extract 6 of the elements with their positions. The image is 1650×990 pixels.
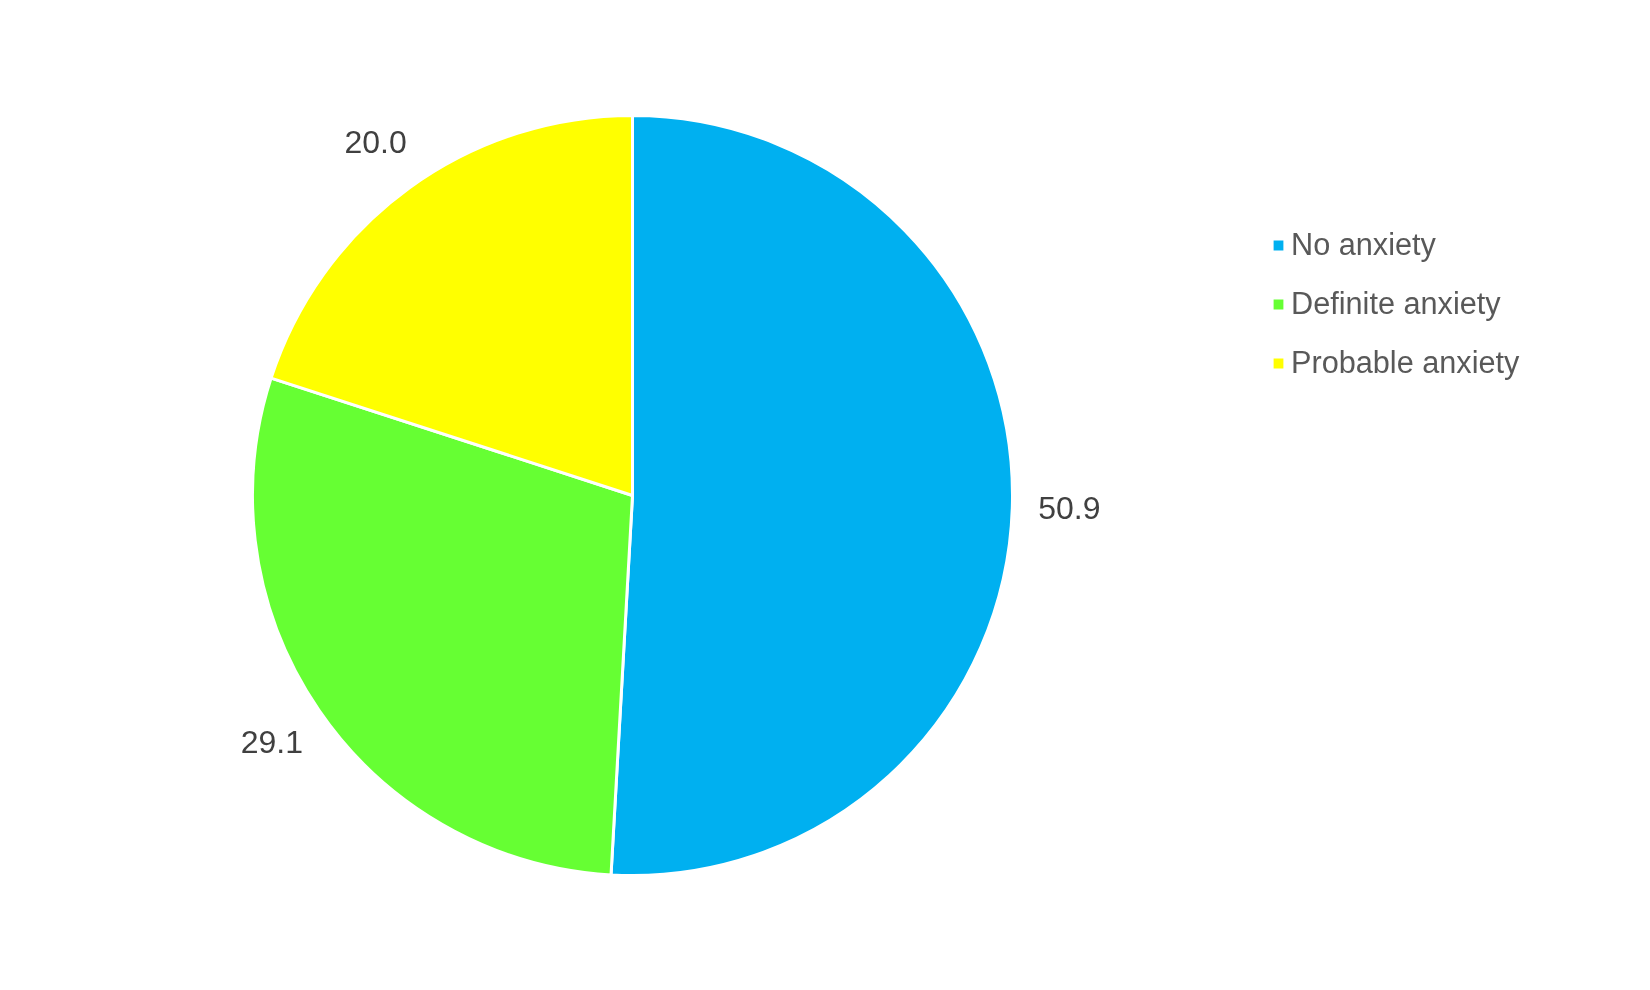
data-label: 29.1 (240, 724, 303, 761)
data-label: 20.0 (344, 123, 407, 160)
data-label: 50.9 (1038, 489, 1101, 526)
legend-label: Definite anxiety (1291, 286, 1501, 321)
legend-label: Probable anxiety (1291, 345, 1520, 380)
legend-label: No anxiety (1291, 227, 1436, 262)
